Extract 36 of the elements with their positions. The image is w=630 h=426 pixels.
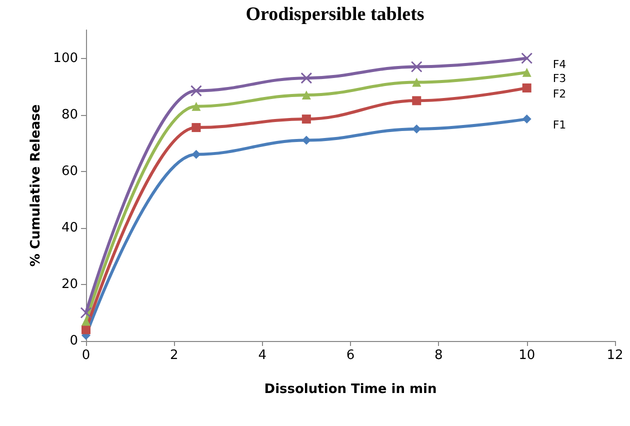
point	[190, 85, 202, 97]
point	[522, 114, 532, 124]
point	[82, 325, 90, 334]
y-tick-label: 100	[53, 50, 78, 66]
series-label: F4	[552, 58, 566, 71]
x-tick-label: 10	[518, 348, 536, 363]
point	[521, 52, 533, 64]
y-tick-label: 60	[61, 164, 78, 179]
x-tick-label: 12	[606, 348, 624, 363]
x-tick-label: 4	[258, 348, 266, 363]
point	[302, 90, 311, 100]
series-label: F1	[552, 118, 566, 132]
y-axis-title: % Cumulative Release	[28, 104, 44, 267]
chart-title: Orodispersible tablets	[246, 4, 424, 25]
point	[522, 68, 532, 77]
y-tick-label: 80	[61, 107, 78, 122]
series-label: F3	[552, 72, 566, 85]
y-tick-label: 20	[61, 276, 78, 292]
x-tick-label: 8	[434, 348, 443, 363]
point	[82, 316, 90, 326]
series-label: F2	[552, 87, 566, 100]
point	[412, 96, 422, 106]
x-tick-label: 2	[170, 348, 178, 363]
y-tick-label: 40	[61, 220, 78, 236]
point	[412, 78, 422, 87]
x-axis-title: Dissolution Time in min	[264, 382, 437, 397]
x-tick-label: 6	[346, 348, 355, 363]
point	[522, 83, 532, 92]
point	[302, 114, 311, 124]
point	[192, 102, 201, 111]
point	[192, 123, 201, 132]
point	[410, 61, 422, 73]
y-tick-label: 0	[70, 334, 78, 348]
point	[300, 72, 312, 84]
point	[80, 306, 92, 318]
x-tick-label: 0	[82, 348, 90, 363]
